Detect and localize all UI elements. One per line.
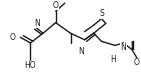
- Text: O: O: [10, 33, 16, 42]
- Text: N: N: [78, 47, 84, 56]
- Text: N: N: [35, 19, 40, 28]
- Text: HO: HO: [25, 61, 36, 70]
- Text: N: N: [121, 43, 126, 52]
- Text: H: H: [111, 55, 116, 64]
- Text: O: O: [53, 1, 59, 10]
- Text: O: O: [134, 58, 140, 67]
- Text: S: S: [99, 9, 104, 18]
